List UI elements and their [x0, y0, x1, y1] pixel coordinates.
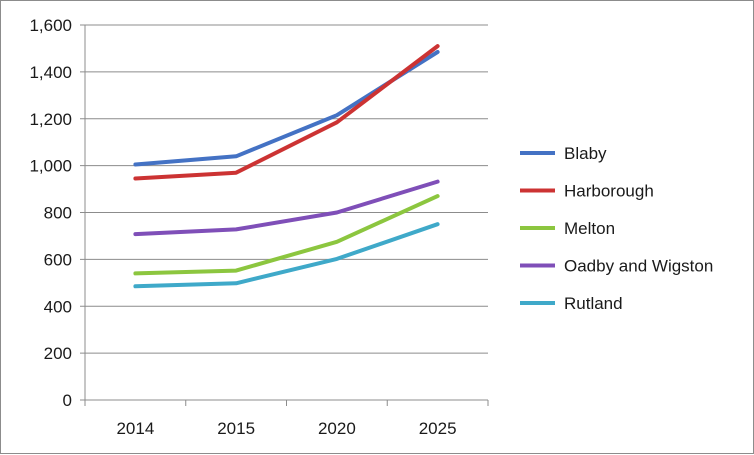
- y-tick-label: 1,600: [29, 16, 72, 35]
- legend-label-rutland: Rutland: [564, 294, 623, 313]
- x-tick-label: 2020: [318, 419, 356, 438]
- y-tick-label: 800: [44, 204, 72, 223]
- y-tick-label: 1,400: [29, 63, 72, 82]
- legend-label-melton: Melton: [564, 219, 615, 238]
- y-tick-label: 600: [44, 250, 72, 269]
- y-tick-label: 1,200: [29, 110, 72, 129]
- axes: 0 200 400 600 800 1,000 1,200 1,400 1,600 2014 201…: [29, 16, 489, 438]
- legend-label-harborough: Harborough: [564, 182, 654, 201]
- x-tick-label: 2015: [217, 419, 255, 438]
- series-line-oadby-and-wigston: [133, 179, 440, 237]
- series-line-melton: [133, 194, 440, 276]
- legend: Blaby Harborough Melton Oadby and Wigston Ru…: [520, 144, 713, 313]
- y-tick-label: 0: [63, 391, 72, 410]
- series-line-harborough: [133, 44, 440, 181]
- series-line-rutland: [133, 222, 440, 289]
- series-lines: [133, 44, 440, 289]
- x-tick-label: 2014: [116, 419, 154, 438]
- gridlines: [85, 24, 488, 354]
- legend-label-oadby-and-wigston: Oadby and Wigston: [564, 257, 713, 276]
- x-tick-label: 2025: [419, 419, 457, 438]
- y-tick-label: 1,000: [29, 157, 72, 176]
- legend-label-blaby: Blaby: [564, 144, 607, 163]
- y-tick-label: 200: [44, 344, 72, 363]
- y-tick-label: 400: [44, 297, 72, 316]
